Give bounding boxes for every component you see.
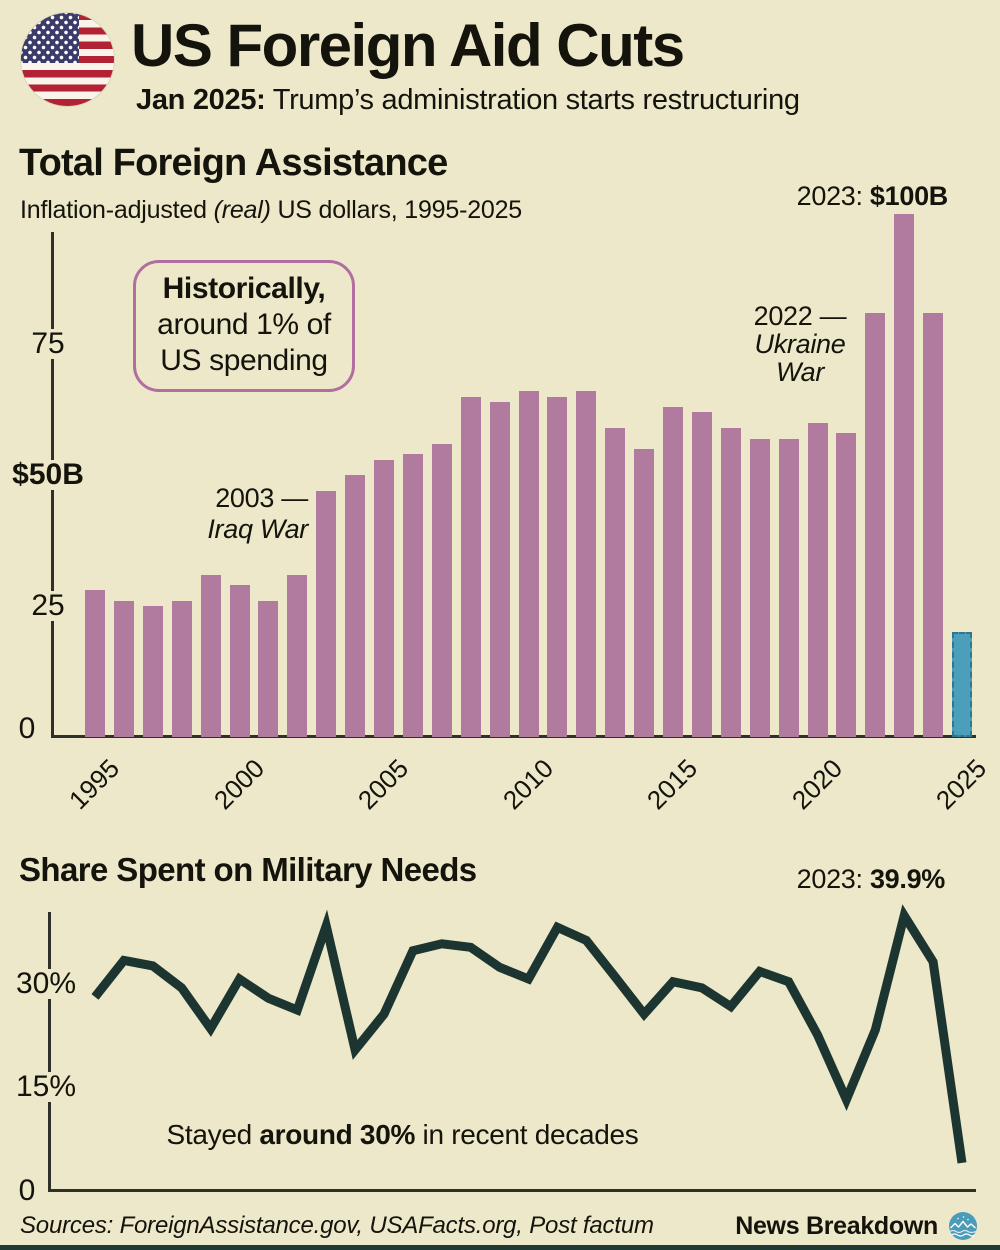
flag-canton-stars <box>21 13 79 63</box>
bar-peak-label: 2023: $100B <box>796 181 949 211</box>
x-tick-2000: 2000 <box>207 753 270 816</box>
historical-note-box: Historically, around 1% of US spending <box>133 260 355 392</box>
bar-2024 <box>923 312 944 737</box>
bar-chart-subtitle: Inflation-adjusted (real) US dollars, 19… <box>20 196 523 224</box>
y-tick-25: 25 <box>28 591 68 622</box>
bar-2014 <box>634 449 655 737</box>
bar-x-axis <box>51 735 976 738</box>
bar-1997 <box>142 606 163 737</box>
bar-2025 <box>952 632 972 737</box>
y-tick-75: 75 <box>28 329 68 360</box>
page-title: US Foreign Aid Cuts <box>131 12 685 79</box>
bar-2002 <box>287 574 308 737</box>
bar-2019 <box>778 438 799 737</box>
x-tick-2015: 2015 <box>641 753 704 816</box>
bar-2022 <box>865 312 886 737</box>
line-chart-title: Share Spent on Military Needs <box>19 851 477 888</box>
ukraine-war-annotation: 2022 — Ukraine War <box>753 301 847 387</box>
y-tick-15: 15% <box>12 1072 80 1103</box>
bar-2011 <box>547 396 568 737</box>
note-line-3: US spending <box>160 344 328 377</box>
bar-2015 <box>663 407 683 737</box>
bar-2000 <box>229 585 250 737</box>
bar-2020 <box>807 422 828 737</box>
line-peak-label: 2023: 39.9% <box>796 864 946 894</box>
x-tick-2010: 2010 <box>496 753 559 816</box>
subtitle-text: Trump’s administration starts restructur… <box>265 84 800 116</box>
y-tick-0: 0 <box>15 1175 39 1206</box>
bar-chart-title: Total Foreign Assistance <box>19 142 448 184</box>
iraq-war-annotation: 2003 — Iraq War <box>207 483 308 544</box>
bar-2018 <box>749 438 770 737</box>
y-tick-50B: $50B <box>9 460 87 491</box>
x-tick-2025: 2025 <box>930 753 993 816</box>
line-x-axis <box>48 1189 976 1192</box>
line-y-axis <box>48 912 51 1192</box>
bar-1998 <box>171 600 192 737</box>
bar-2005 <box>374 459 394 737</box>
news-breakdown-logo-icon <box>949 1212 977 1240</box>
bar-2012 <box>576 391 597 737</box>
bar-2006 <box>402 454 423 737</box>
x-tick-1995: 1995 <box>63 753 126 816</box>
bar-2003 <box>316 490 337 737</box>
bar-2009 <box>489 401 510 737</box>
us-flag-icon <box>21 13 114 106</box>
bar-2010 <box>518 391 539 737</box>
bar-2016 <box>691 412 712 737</box>
y-tick-30: 30% <box>12 968 80 999</box>
bar-2004 <box>345 475 366 737</box>
bar-1999 <box>200 574 221 737</box>
bottom-edge-strip <box>0 1245 1000 1250</box>
x-tick-2020: 2020 <box>785 753 848 816</box>
bar-2013 <box>605 428 626 737</box>
bar-2001 <box>258 600 279 737</box>
bar-2021 <box>836 433 857 737</box>
y-tick-0: 0 <box>15 714 39 744</box>
stayed-note: Stayed around 30% in recent decades <box>166 1119 639 1150</box>
note-line-1: Historically, <box>162 272 326 305</box>
bar-2008 <box>460 396 481 737</box>
page-subtitle: Jan 2025: Trump’s administration starts … <box>136 84 800 117</box>
sources-text: Sources: ForeignAssistance.gov, USAFacts… <box>20 1212 654 1239</box>
bar-1996 <box>113 600 134 737</box>
bar-2023 <box>894 213 915 737</box>
subtitle-date: Jan 2025: <box>136 84 266 116</box>
brand-name: News Breakdown <box>735 1212 938 1240</box>
bar-2007 <box>431 443 452 737</box>
bar-1995 <box>85 590 105 737</box>
x-tick-2005: 2005 <box>352 753 415 816</box>
bar-2017 <box>720 428 741 737</box>
note-line-2: around 1% of <box>157 308 331 341</box>
